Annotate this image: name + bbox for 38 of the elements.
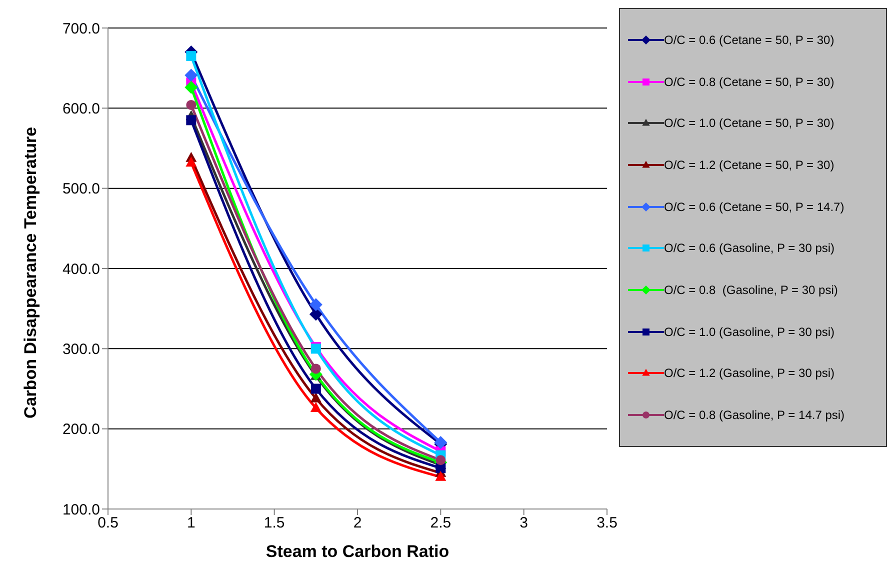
legend-label: O/C = 0.8 (Gasoline, P = 30 psi) [664,282,838,297]
legend-label: O/C = 0.6 (Cetane = 50, P = 14.7) [664,200,844,214]
y-tick-label: 700.0 [62,20,100,38]
x-tick-label: 3 [520,514,528,532]
y-tick-label: 100.0 [62,501,100,518]
legend-label: O/C = 0.6 (Gasoline, P = 30 psi) [664,241,835,256]
legend-label: O/C = 0.6 (Cetane = 50, P = 30) [664,32,834,47]
point [186,156,197,167]
y-tick-label: 400.0 [62,260,100,278]
point [184,80,198,94]
point [309,308,322,321]
point [186,100,196,110]
y-tick-label: 500.0 [62,180,100,198]
y-tick-label: 600.0 [62,100,100,118]
x-axis-title: Steam to Carbon Ratio [266,542,450,561]
legend-label: O/C = 1.0 (Gasoline, P = 30 psi) [664,324,835,339]
y-tick-label: 200.0 [62,421,100,438]
point [310,384,321,394]
point [184,68,198,82]
legend-label: O/C = 1.0 (Cetane = 50, P = 30) [664,116,834,130]
point [309,298,322,312]
legend-label: O/C = 1.2 (Cetane = 50, P = 30) [664,158,834,172]
x-tick-label: 0.5 [98,514,118,532]
x-tick-label: 2 [353,514,362,532]
x-tick-label: 3.5 [596,514,618,532]
point [310,392,322,402]
legend-label: O/C = 0.8 (Cetane = 50, P = 30) [664,74,834,89]
legend-label: O/C = 0.8 (Gasoline, P = 14.7 psi) [664,408,845,422]
y-axis-title: Carbon Disappearance Temperature [21,126,40,418]
point [310,402,322,412]
point [186,51,196,62]
y-tick-label: 300.0 [62,340,100,358]
legend-label: O/C = 1.2 (Gasoline, P = 30 psi) [664,366,835,380]
x-tick-label: 1 [186,514,196,532]
point [436,455,446,466]
point [435,470,446,481]
x-tick-label: 2.5 [430,514,452,532]
x-tick-label: 1.5 [264,514,285,532]
